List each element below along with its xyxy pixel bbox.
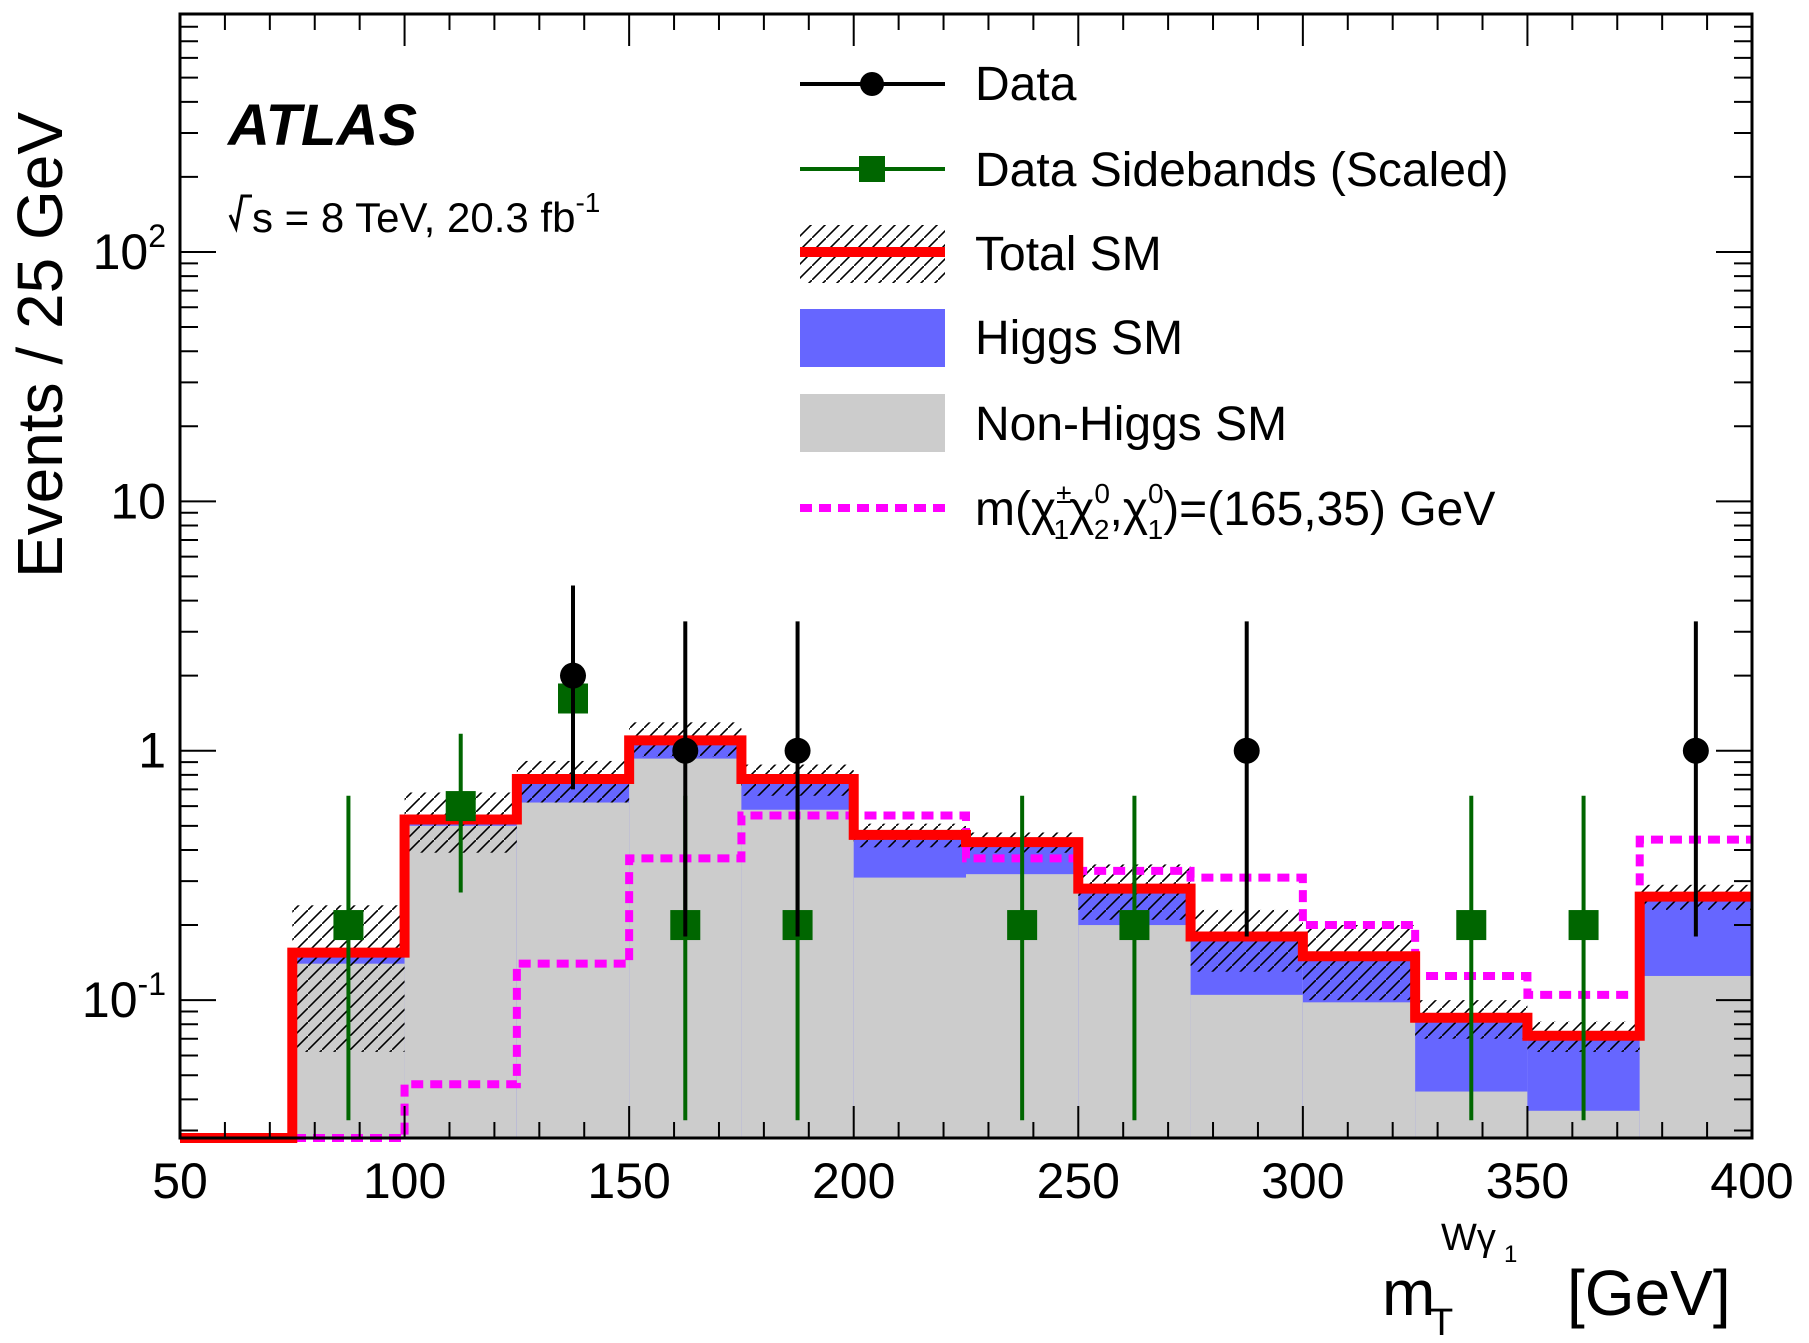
energy-exponent: -1	[575, 187, 600, 218]
x-axis-title: m T Wγ 1 [GeV]	[1382, 1217, 1731, 1343]
uncertainty-band	[1302, 925, 1416, 1001]
atlas-label: ATLAS	[226, 93, 417, 158]
axes-layer: 50 100 150 200 250 300 350 400 10-1 1 10 102	[82, 12, 1794, 1209]
x-tick-label: 250	[1037, 1153, 1120, 1209]
x-tick-label: 300	[1261, 1153, 1344, 1209]
non-higgs-bar	[516, 802, 630, 1138]
sideband-point	[333, 910, 364, 941]
sideband-point	[1119, 910, 1150, 941]
y-tick-label: 102	[93, 218, 166, 280]
legend-entry-total-sm: Total SM	[800, 225, 1162, 283]
non-higgs-bar	[1190, 994, 1303, 1138]
data-point	[1233, 737, 1260, 764]
sideband-point	[445, 791, 476, 822]
svg-text:s = 8 TeV, 20.3 fb-1: s = 8 TeV, 20.3 fb-1	[252, 187, 600, 241]
legend-entry-sidebands: Data Sidebands (Scaled)	[800, 144, 1509, 197]
svg-text:Non-Higgs SM: Non-Higgs SM	[975, 398, 1287, 451]
svg-text:m: m	[1382, 1257, 1435, 1329]
svg-text:Total SM: Total SM	[975, 228, 1162, 281]
data-point	[672, 737, 699, 764]
legend-entry-signal: m(χ± 1χ0 2,χ0 1)=(165,35) GeV	[800, 478, 1495, 545]
x-tick-label: 100	[363, 1153, 446, 1209]
svg-text:Data: Data	[975, 58, 1077, 111]
data-point	[1682, 737, 1709, 764]
sideband-point	[1456, 910, 1487, 941]
legend-entry-data: Data	[800, 58, 1077, 111]
legend: Data Data Sidebands (Scaled) Total SM Hi…	[800, 58, 1509, 545]
energy-text: s = 8 TeV, 20.3 fb	[252, 194, 575, 241]
x-tick-label: 350	[1486, 1153, 1569, 1209]
non-higgs-bar	[1302, 1002, 1416, 1138]
legend-entry-non-higgs-sm: Non-Higgs SM	[800, 394, 1287, 452]
svg-text:T: T	[1430, 1302, 1453, 1338]
legend-sideband-marker	[859, 156, 885, 182]
data-point	[560, 662, 586, 689]
points-layer	[333, 585, 1709, 1121]
x-tick-label: 50	[152, 1153, 208, 1209]
data-point	[784, 737, 811, 764]
x-tick-label: 150	[587, 1153, 670, 1209]
y-axis-title: Events / 25 GeV	[4, 112, 76, 578]
x-tick-label: 400	[1710, 1153, 1793, 1209]
y-tick-label: 10-1	[82, 966, 166, 1028]
energy-label: s = 8 TeV, 20.3 fb-1	[228, 187, 600, 241]
x-tick-label: 200	[812, 1153, 895, 1209]
svg-text:1: 1	[1504, 1241, 1517, 1268]
sideband-point	[1568, 910, 1599, 941]
svg-text:Data Sidebands (Scaled): Data Sidebands (Scaled)	[975, 144, 1509, 197]
legend-data-marker	[860, 72, 884, 96]
non-higgs-bar	[853, 877, 966, 1138]
svg-text:Higgs SM: Higgs SM	[975, 312, 1183, 365]
non-higgs-bar	[1639, 975, 1752, 1138]
y-tick-label: 1	[138, 723, 166, 779]
legend-entry-higgs-sm: Higgs SM	[800, 309, 1183, 367]
svg-text:[GeV]: [GeV]	[1567, 1257, 1731, 1329]
y-tick-label: 10	[110, 473, 166, 529]
sideband-point	[1007, 910, 1038, 941]
svg-text:Wγ: Wγ	[1441, 1217, 1496, 1259]
sqrt-symbol	[228, 194, 252, 233]
